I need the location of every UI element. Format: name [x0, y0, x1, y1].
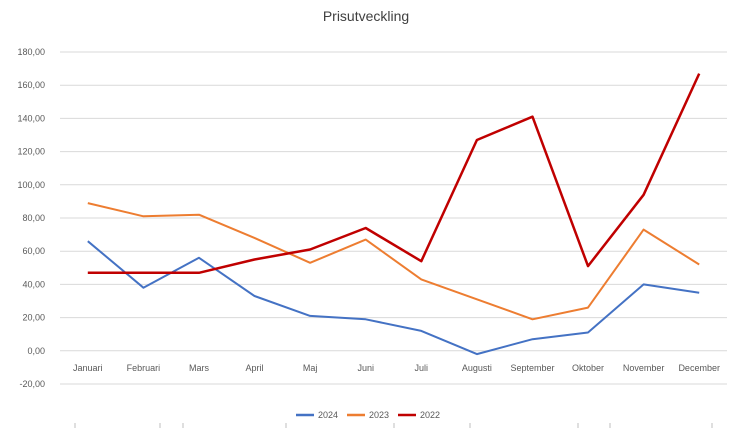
series-line-2024 — [87, 240, 700, 356]
gridlines — [60, 51, 727, 385]
y-tick-label: -20,00 — [19, 379, 45, 389]
x-tick-label: September — [510, 363, 554, 373]
y-tick-label: 20,00 — [22, 313, 45, 323]
x-tick-label: Augusti — [462, 363, 492, 373]
y-tick-label: 100,00 — [17, 180, 45, 190]
x-tick-label: Januari — [73, 363, 103, 373]
x-tick-label: Februari — [127, 363, 161, 373]
legend-label: 2022 — [420, 410, 440, 420]
x-tick-label: Juni — [357, 363, 374, 373]
legend-label: 2023 — [369, 410, 389, 420]
y-tick-label: 40,00 — [22, 279, 45, 289]
y-tick-label: 140,00 — [17, 113, 45, 123]
x-tick-label: April — [246, 363, 264, 373]
series-lines — [87, 73, 701, 356]
legend-label: 2024 — [318, 410, 338, 420]
x-tick-label: Oktober — [572, 363, 604, 373]
y-axis-ticks: 180,00 160,00 140,00 120,00 100,00 80,00 60,00… — [17, 47, 45, 389]
chart-title: Prisutveckling — [323, 8, 409, 24]
y-tick-label: 120,00 — [17, 147, 45, 157]
series-line-2023 — [87, 202, 700, 321]
y-tick-label: 180,00 — [17, 47, 45, 57]
x-tick-label: Juli — [415, 363, 429, 373]
y-tick-label: 160,00 — [17, 80, 45, 90]
y-tick-label: 80,00 — [22, 213, 45, 223]
x-tick-label: Mars — [189, 363, 209, 373]
x-tick-label: December — [678, 363, 720, 373]
x-tick-label: November — [623, 363, 665, 373]
y-tick-label: 0,00 — [27, 346, 45, 356]
x-tick-label: Maj — [303, 363, 318, 373]
legend: 2024 2023 2022 — [296, 410, 440, 420]
series-line-2022 — [87, 73, 701, 275]
x-axis-ticks: Januari Februari Mars April Maj Juni Juli Augus… — [73, 363, 720, 428]
y-tick-label: 60,00 — [22, 246, 45, 256]
